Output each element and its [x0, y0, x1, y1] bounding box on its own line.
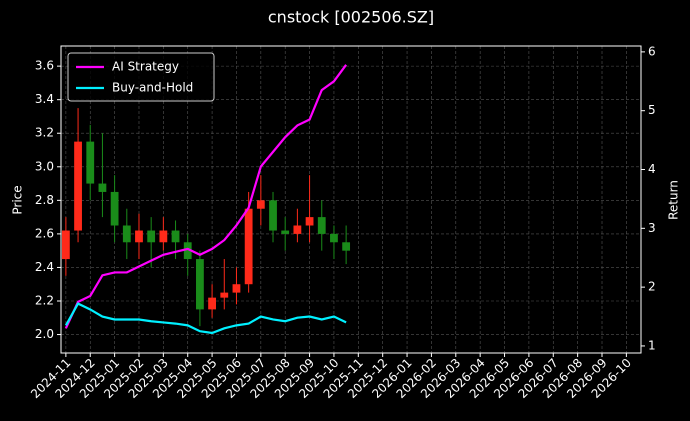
y2-tick-label: 2: [648, 280, 656, 294]
legend-label: Buy-and-Hold: [112, 81, 193, 95]
candle-body: [220, 292, 229, 298]
y-tick-label: 2.2: [35, 293, 54, 307]
y-tick-label: 2.0: [35, 327, 54, 341]
candle-body: [147, 230, 156, 243]
y-tick-label: 2.8: [35, 193, 54, 207]
candle-body: [110, 191, 119, 226]
y-tick-label: 2.4: [35, 260, 54, 274]
candle-body: [208, 297, 216, 310]
y-axis-label: Price: [11, 185, 25, 214]
y2-tick-label: 3: [648, 221, 656, 235]
y-tick-label: 2.6: [35, 226, 54, 240]
y-tick-label: 3.6: [35, 59, 54, 73]
y-tick-label: 3.2: [35, 126, 54, 140]
candle-body: [342, 242, 351, 251]
y-tick-label: 3.0: [35, 159, 54, 173]
y2-tick-label: 6: [648, 44, 656, 58]
candle-body: [196, 259, 204, 310]
candle-body: [269, 200, 277, 231]
candle-body: [232, 284, 241, 293]
candle-body: [135, 230, 143, 243]
candle-body: [98, 183, 107, 192]
candle-body: [61, 230, 70, 260]
y2-tick-label: 1: [648, 338, 656, 352]
y-tick-label: 3.4: [35, 92, 54, 106]
y2-tick-label: 5: [648, 103, 656, 117]
y2-tick-label: 4: [648, 162, 656, 176]
candle-body: [244, 208, 253, 285]
candle-body: [74, 141, 82, 231]
plot-frame: [60, 45, 642, 354]
candle-body: [159, 230, 168, 243]
series-line: [64, 302, 347, 335]
candle-body: [293, 225, 302, 234]
candle-body: [256, 200, 265, 209]
legend-label: AI Strategy: [112, 60, 179, 74]
series-line: [64, 64, 348, 329]
candle-body: [86, 141, 95, 184]
candle-body: [305, 217, 314, 226]
candle-body: [171, 230, 180, 243]
candle-body: [330, 233, 338, 243]
legend-box: [67, 52, 215, 102]
candle-body: [281, 230, 290, 234]
candle-body: [317, 217, 326, 234]
y2-axis-label: Return: [667, 180, 681, 220]
chart-title: cnstock [002506.SZ]: [268, 8, 434, 27]
candle-body: [122, 225, 131, 243]
candle-body: [183, 242, 192, 260]
